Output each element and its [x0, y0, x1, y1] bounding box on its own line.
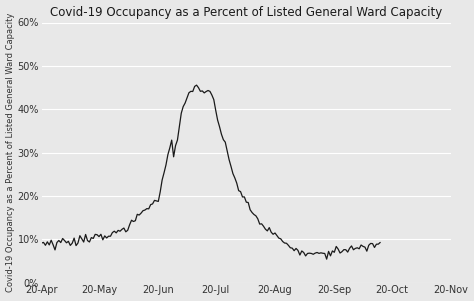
Y-axis label: Covid-19 Occupancy as a Percent of Listed General Ward Capacity: Covid-19 Occupancy as a Percent of Liste… — [6, 13, 15, 292]
Title: Covid-19 Occupancy as a Percent of Listed General Ward Capacity: Covid-19 Occupancy as a Percent of Liste… — [50, 5, 442, 19]
